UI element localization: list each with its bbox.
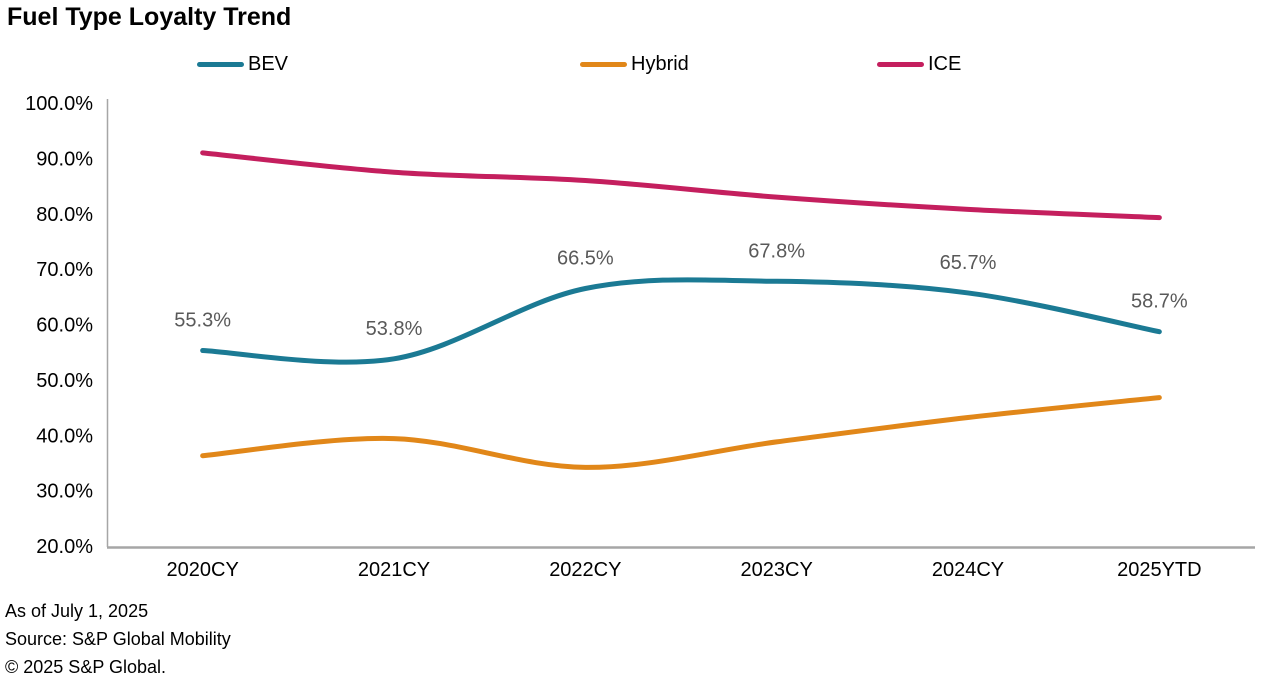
legend-label-hybrid: Hybrid (631, 53, 689, 75)
y-tick-label: 60.0% (36, 315, 93, 337)
y-tick-label: 50.0% (36, 370, 93, 392)
legend-label-bev: BEV (248, 53, 289, 75)
chart-title: Fuel Type Loyalty Trend (7, 3, 292, 31)
legend-label-ice: ICE (928, 53, 962, 75)
y-tick-label: 20.0% (36, 536, 93, 558)
series-line-hybrid (200, 395, 1162, 470)
data-label-bev: 66.5% (557, 248, 614, 270)
data-label-bev: 65.7% (940, 252, 997, 274)
source-note: Source: S&P Global Mobility (5, 629, 231, 649)
hybrid-line-swatch-icon (580, 61, 627, 67)
y-tick-label: 90.0% (36, 148, 93, 170)
y-tick-label: 100.0% (25, 93, 93, 115)
x-category-label: 2025YTD (1117, 559, 1202, 581)
data-label-bev: 67.8% (748, 240, 805, 262)
x-category-label: 2021CY (358, 559, 430, 581)
bev-line-swatch-icon (197, 61, 244, 67)
x-category-label: 2023CY (741, 559, 813, 581)
data-label-bev: 55.3% (174, 310, 231, 332)
legend-item-hybrid: Hybrid (580, 51, 689, 77)
x-category-label: 2024CY (932, 559, 1004, 581)
series-line-ice (200, 150, 1162, 221)
legend-item-ice: ICE (877, 51, 961, 77)
y-tick-label: 80.0% (36, 204, 93, 226)
x-category-label: 2020CY (167, 559, 239, 581)
data-label-bev: 53.8% (366, 318, 423, 340)
y-tick-label: 70.0% (36, 259, 93, 281)
chart-legend: BEV Hybrid ICE (0, 51, 1280, 77)
as-of-date: As of July 1, 2025 (5, 601, 149, 621)
data-label-bev: 58.7% (1131, 291, 1188, 313)
x-category-label: 2022CY (549, 559, 621, 581)
series-line-bev (200, 277, 1162, 365)
chart-footnotes: As of July 1, 2025 Source: S&P Global Mo… (5, 597, 231, 678)
y-tick-label: 30.0% (36, 481, 93, 503)
legend-item-bev: BEV (197, 51, 288, 77)
ice-line-swatch-icon (877, 61, 924, 67)
y-tick-label: 40.0% (36, 425, 93, 447)
copyright-note: © 2025 S&P Global. (5, 657, 167, 677)
